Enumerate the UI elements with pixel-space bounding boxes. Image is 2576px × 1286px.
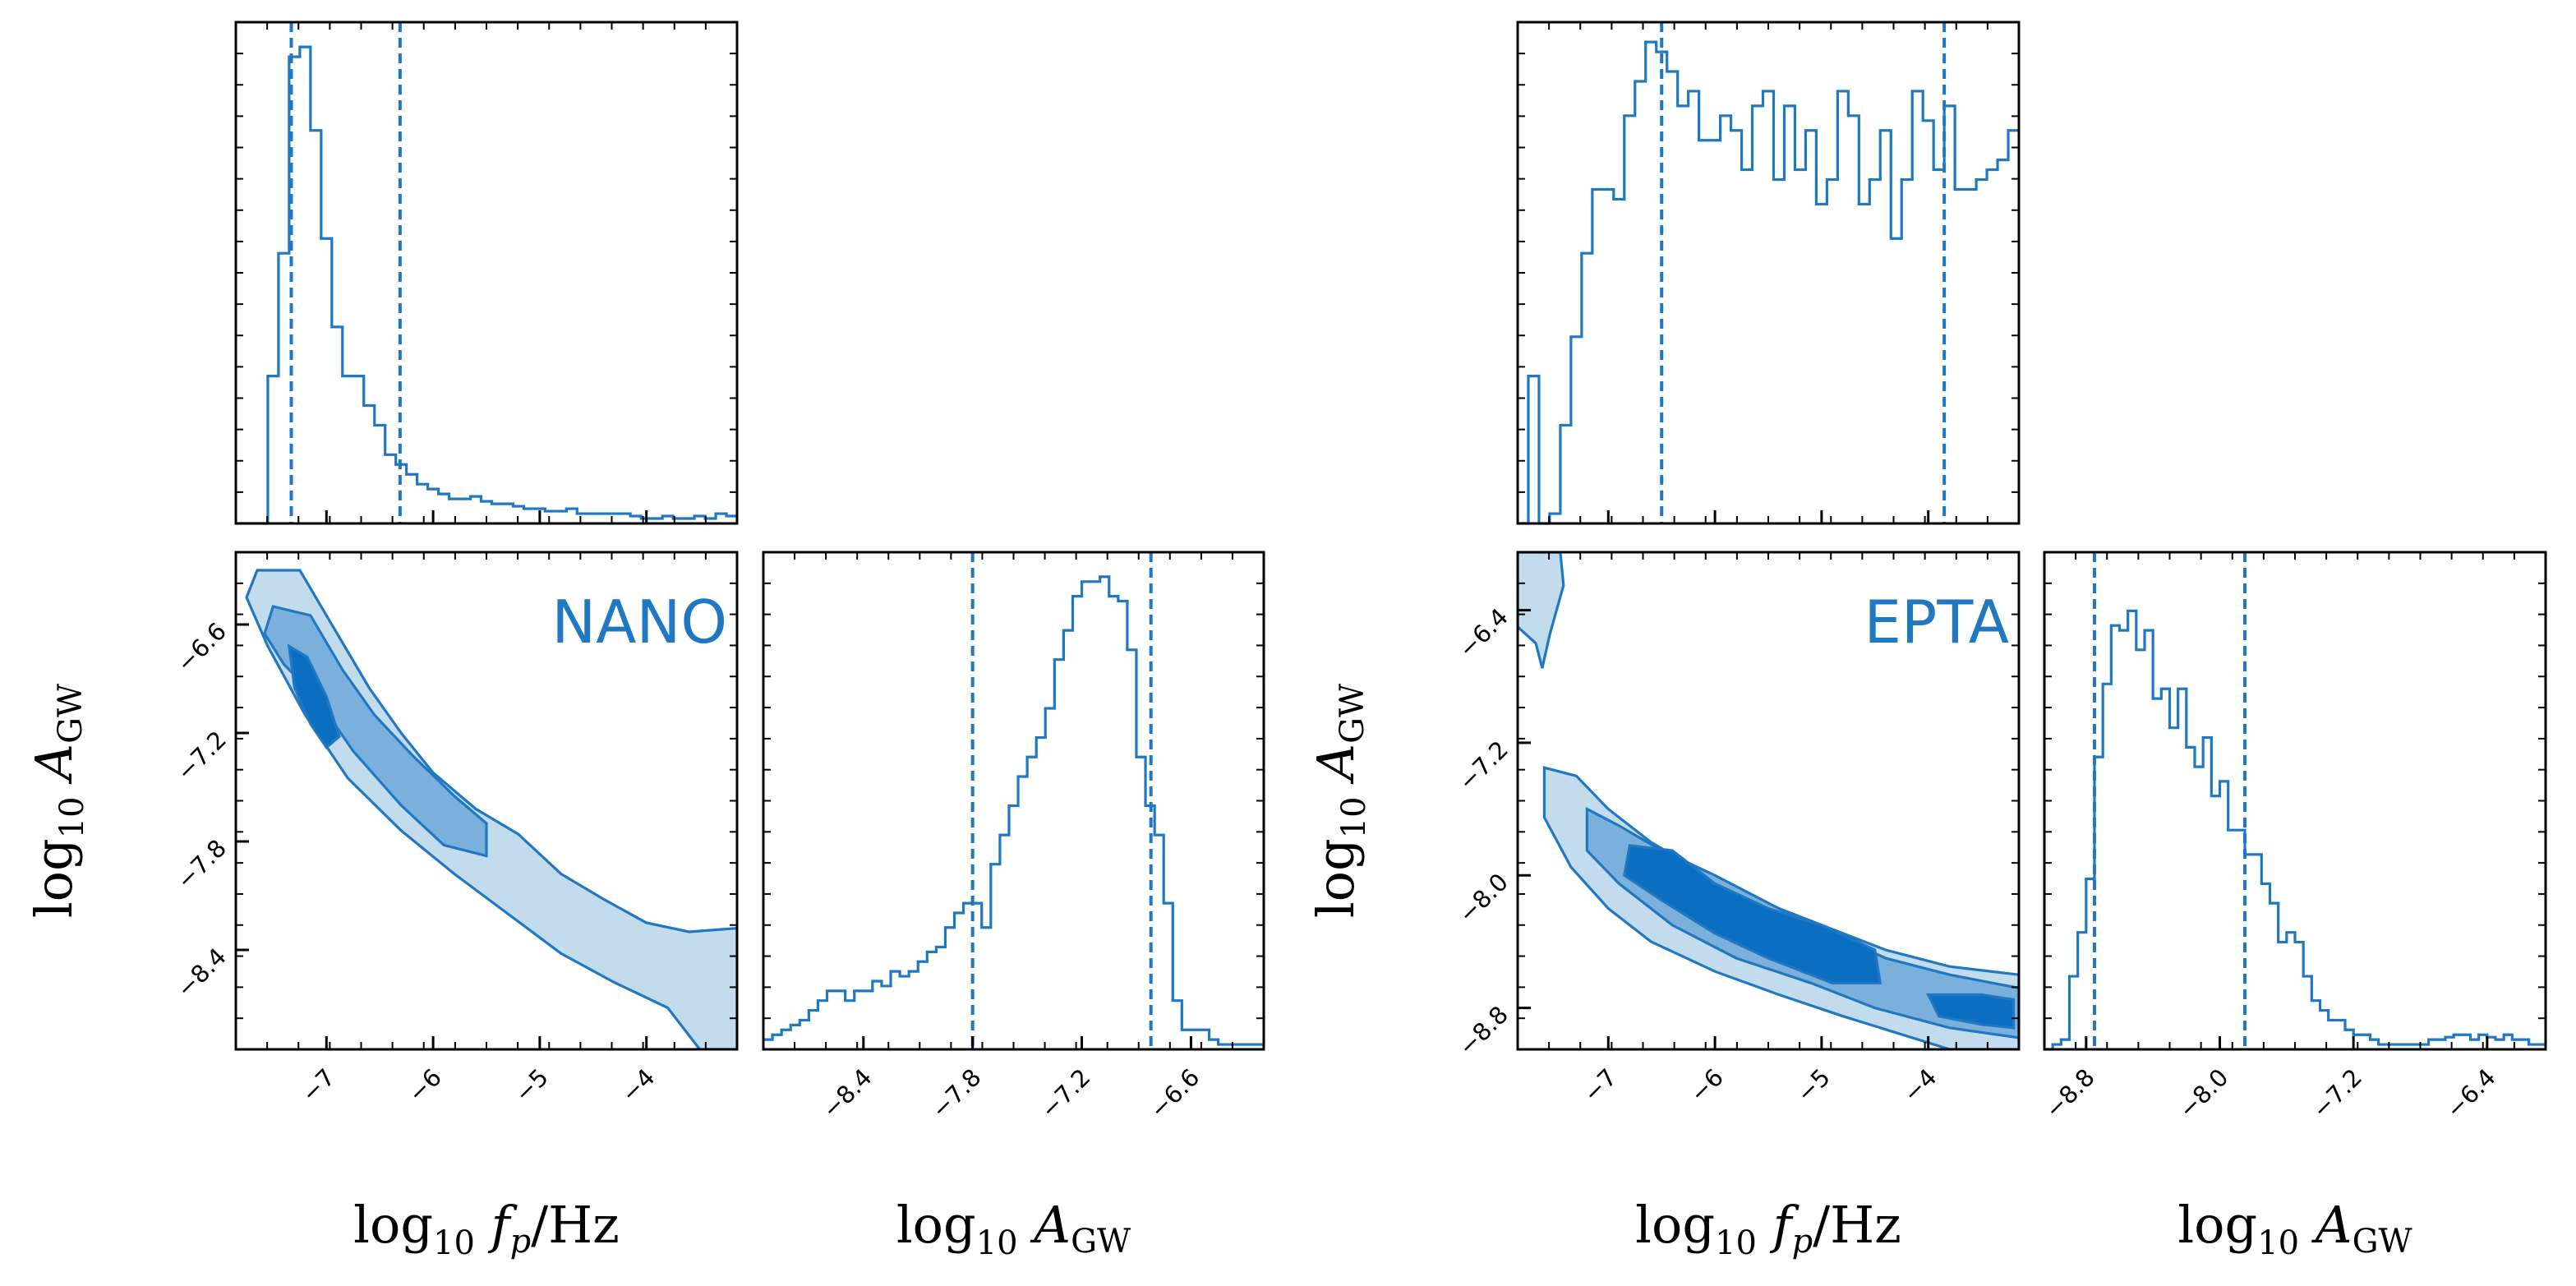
nano-amp-axis-label-left: log10 AGW (24, 684, 91, 918)
nano-contour-inner (287, 643, 341, 749)
nano-contour-mid (263, 605, 488, 858)
minor-ticks-epta-right (2044, 552, 2546, 1049)
nano-freq-tick-label: −5 (509, 1063, 554, 1108)
epta-freq-tick-label: −5 (1791, 1063, 1836, 1108)
minor-ticks-nano-bottom (236, 552, 737, 1049)
nano-amp-histogram (763, 575, 1264, 1046)
epta-freq-tick-label: −6 (1684, 1063, 1729, 1108)
minor-ticks-nano-right (763, 552, 1264, 1049)
epta-amp-axis-label-bottom: log10 AGW (2177, 1195, 2412, 1262)
nano-right-tick-label: −6.6 (1145, 1063, 1205, 1124)
epta-freq-histogram (1518, 40, 2019, 525)
epta-right-tick-label: −8.8 (2039, 1063, 2100, 1124)
minor-ticks-nano-top (236, 22, 737, 523)
nano-amp-tick-label: −7.2 (171, 726, 232, 786)
epta-panel-label: EPTA (1864, 588, 2009, 657)
nano-right-tick-label: −7.8 (926, 1063, 987, 1124)
nano-amp-tick-label: −7.8 (171, 834, 232, 895)
nano-freq-histogram (236, 45, 737, 525)
minor-ticks-epta-top (1518, 22, 2019, 523)
nano-amp-axis-label-bottom: log10 AGW (896, 1195, 1131, 1262)
epta-contour-inner (1623, 844, 1882, 984)
nano-freq-tick-label: −7 (296, 1063, 340, 1108)
epta-amp-tick-label: −8.8 (1453, 1000, 1514, 1061)
nano-right-panel-frame (762, 551, 1265, 1051)
epta-right-tick-label: −6.4 (2440, 1063, 2501, 1124)
epta-freq-axis-label: log10 fp/Hz (1635, 1195, 1901, 1262)
nano-right-tick-label: −8.4 (817, 1063, 878, 1124)
epta-freq-tick-label: −4 (1897, 1063, 1942, 1108)
epta-contour-outer-corner (1518, 552, 1565, 669)
epta-amp-tick-label: −7.2 (1453, 735, 1514, 796)
minor-ticks-epta-bottom (1518, 552, 2019, 1049)
epta-contour-inner-2 (1926, 993, 2016, 1030)
epta-right-tick-label: −7.2 (2306, 1063, 2367, 1124)
epta-right-tick-label: −8.0 (2173, 1063, 2234, 1124)
epta-amp-histogram (2044, 609, 2546, 1051)
nano-right-tick-label: −7.2 (1035, 1063, 1096, 1124)
epta-amp-tick-label: −6.4 (1453, 602, 1514, 663)
nano-freq-tick-label: −6 (403, 1063, 447, 1108)
nano-contour-outer (245, 569, 737, 1049)
epta-amp-tick-label: −8.0 (1453, 868, 1514, 929)
nano-amp-tick-label: −6.6 (171, 617, 232, 678)
nano-amp-tick-label: −8.4 (171, 943, 232, 1003)
epta-freq-tick-label: −7 (1578, 1063, 1622, 1108)
epta-amp-axis-label-left: log10 AGW (1306, 684, 1373, 918)
nano-freq-axis-label: log10 fp/Hz (353, 1195, 620, 1262)
nano-panel-label: NANO (551, 588, 727, 657)
nano-freq-tick-label: −4 (615, 1063, 660, 1108)
